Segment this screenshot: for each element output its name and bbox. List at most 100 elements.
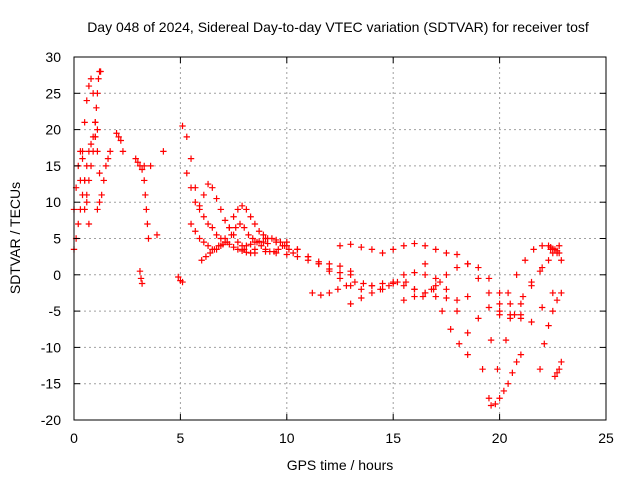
data-point bbox=[358, 294, 365, 302]
data-point bbox=[513, 271, 520, 278]
data-point bbox=[136, 267, 144, 275]
data-point bbox=[555, 365, 563, 373]
data-point bbox=[421, 260, 429, 268]
data-point bbox=[443, 271, 450, 278]
data-point bbox=[326, 267, 333, 275]
series-arc03 bbox=[77, 75, 103, 184]
series-arc08 bbox=[132, 155, 148, 173]
data-point bbox=[551, 373, 559, 380]
data-point bbox=[275, 246, 282, 253]
data-point bbox=[202, 253, 210, 260]
data-point bbox=[228, 231, 235, 239]
data-point bbox=[221, 235, 229, 242]
data-point bbox=[487, 336, 495, 344]
data-point bbox=[385, 282, 393, 289]
data-point bbox=[453, 264, 461, 271]
data-point bbox=[206, 249, 214, 257]
data-point bbox=[343, 282, 350, 289]
data-point bbox=[347, 300, 354, 308]
data-point bbox=[87, 140, 95, 148]
y-tick-label: 20 bbox=[45, 122, 61, 138]
data-point bbox=[536, 365, 544, 373]
y-tick-label: -15 bbox=[41, 376, 61, 392]
data-point bbox=[251, 220, 259, 228]
data-point bbox=[245, 231, 252, 239]
y-tick-label: 10 bbox=[45, 194, 61, 210]
data-point bbox=[92, 133, 99, 141]
series-arc04 bbox=[81, 126, 101, 213]
series-arc20 bbox=[309, 278, 444, 300]
data-point bbox=[390, 278, 397, 286]
data-point bbox=[541, 340, 548, 347]
data-point bbox=[507, 315, 514, 322]
data-point bbox=[555, 242, 563, 249]
data-point bbox=[258, 242, 265, 249]
data-point bbox=[485, 395, 493, 402]
data-point bbox=[94, 206, 101, 213]
data-point bbox=[132, 155, 139, 162]
data-point bbox=[421, 289, 429, 297]
data-point bbox=[138, 280, 146, 287]
data-point bbox=[517, 300, 525, 308]
data-point bbox=[93, 104, 100, 112]
data-point bbox=[432, 246, 439, 253]
data-point bbox=[485, 289, 493, 297]
data-point bbox=[138, 166, 146, 173]
x-tick-label: 15 bbox=[385, 430, 401, 446]
data-point bbox=[400, 271, 408, 278]
data-point bbox=[200, 213, 208, 220]
data-point bbox=[230, 213, 237, 220]
data-point bbox=[336, 242, 344, 249]
data-point bbox=[143, 206, 150, 213]
data-point bbox=[75, 220, 82, 228]
series-arc30 bbox=[545, 242, 565, 264]
series-arc12 bbox=[175, 273, 186, 286]
x-tick-label: 20 bbox=[492, 430, 508, 446]
series-arc22 bbox=[347, 269, 503, 337]
data-point bbox=[262, 235, 269, 242]
data-point bbox=[97, 68, 104, 75]
data-point bbox=[549, 307, 556, 315]
data-point bbox=[192, 199, 199, 206]
data-point bbox=[558, 289, 565, 297]
data-point bbox=[204, 220, 212, 228]
data-point bbox=[536, 267, 544, 275]
data-point bbox=[430, 286, 437, 293]
data-point bbox=[528, 318, 535, 326]
data-point bbox=[83, 191, 90, 199]
x-tick-label: 0 bbox=[70, 430, 78, 446]
data-point bbox=[83, 199, 90, 206]
series-arc11 bbox=[147, 148, 167, 239]
data-point bbox=[141, 177, 148, 184]
data-point bbox=[455, 340, 463, 347]
data-point bbox=[504, 380, 512, 387]
data-point bbox=[519, 293, 527, 300]
data-point bbox=[411, 240, 418, 247]
y-tick-label: 0 bbox=[53, 267, 61, 283]
data-point bbox=[411, 286, 418, 293]
data-point bbox=[492, 400, 499, 408]
data-point bbox=[179, 122, 186, 130]
data-point bbox=[95, 75, 102, 82]
y-tick-label: 30 bbox=[45, 49, 61, 65]
data-point bbox=[94, 90, 101, 97]
data-point bbox=[294, 246, 301, 253]
data-point bbox=[272, 249, 280, 257]
data-point bbox=[494, 365, 501, 373]
series-arc23 bbox=[400, 260, 556, 326]
data-point bbox=[79, 155, 86, 162]
data-point bbox=[464, 293, 471, 300]
data-point bbox=[351, 278, 359, 286]
data-point bbox=[200, 238, 208, 246]
data-point bbox=[517, 351, 525, 358]
data-point bbox=[102, 162, 110, 170]
data-point bbox=[89, 148, 97, 155]
data-point bbox=[368, 289, 376, 297]
y-tick-label: -10 bbox=[41, 339, 61, 355]
data-point bbox=[513, 358, 520, 366]
data-point bbox=[453, 251, 461, 258]
data-point bbox=[253, 238, 261, 246]
y-tick-label: 25 bbox=[45, 85, 61, 101]
data-point bbox=[553, 297, 561, 304]
